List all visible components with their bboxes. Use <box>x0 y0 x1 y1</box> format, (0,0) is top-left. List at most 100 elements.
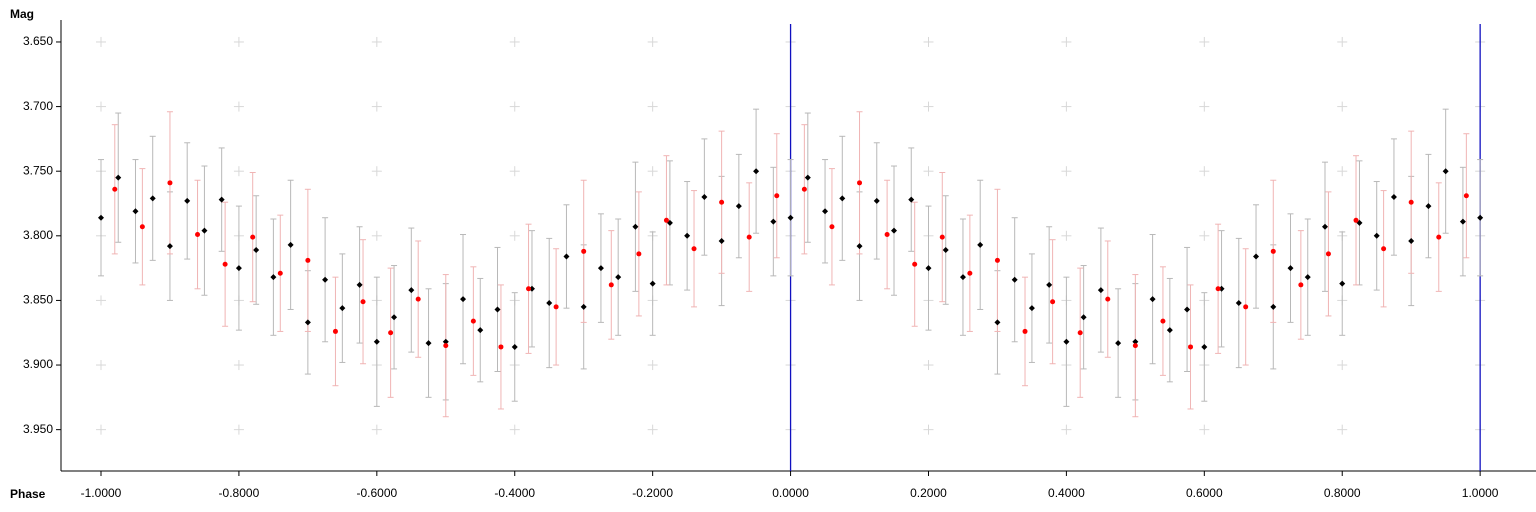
x-tick-label: 1.0000 <box>1462 486 1499 500</box>
point <box>195 232 201 238</box>
point <box>1321 223 1328 230</box>
point <box>115 174 122 181</box>
y-tick-label: 3.800 <box>23 228 53 242</box>
point <box>304 319 311 326</box>
point <box>663 217 669 223</box>
point <box>112 186 118 192</box>
point <box>166 243 173 250</box>
point <box>774 193 780 199</box>
point <box>1166 327 1173 334</box>
y-tick-label: 3.950 <box>23 422 53 436</box>
point <box>470 318 476 324</box>
point <box>1253 253 1260 260</box>
point <box>442 338 449 345</box>
point <box>1160 318 1166 324</box>
point <box>1463 193 1469 199</box>
point <box>1022 328 1028 334</box>
point <box>139 224 145 230</box>
point <box>1353 217 1359 223</box>
point <box>553 304 559 310</box>
point <box>1373 232 1380 239</box>
point <box>615 274 622 281</box>
point <box>477 327 484 334</box>
point <box>149 195 156 202</box>
point <box>580 303 587 310</box>
point <box>959 274 966 281</box>
point <box>287 241 294 248</box>
x-tick-label: -0.6000 <box>356 486 397 500</box>
point <box>718 237 725 244</box>
point <box>1408 237 1415 244</box>
point <box>1050 299 1056 305</box>
point <box>581 248 587 254</box>
point <box>636 251 642 257</box>
point <box>1201 343 1208 350</box>
point <box>526 286 532 292</box>
point <box>1243 304 1249 310</box>
point <box>977 241 984 248</box>
point <box>608 282 614 288</box>
point <box>942 247 949 254</box>
x-tick-label: -1.0000 <box>81 486 122 500</box>
point <box>494 306 501 313</box>
y-tick-label: 3.900 <box>23 357 53 371</box>
point <box>1080 314 1087 321</box>
point <box>391 314 398 321</box>
point <box>1028 305 1035 312</box>
point <box>184 197 191 204</box>
point <box>132 208 139 215</box>
point <box>250 234 256 240</box>
point <box>801 186 807 192</box>
point <box>1011 276 1018 283</box>
point <box>1442 168 1449 175</box>
point <box>167 180 173 186</box>
y-tick-label: 3.700 <box>23 99 53 113</box>
point <box>1097 287 1104 294</box>
point <box>1298 282 1304 288</box>
point <box>770 218 777 225</box>
point <box>511 343 518 350</box>
point <box>597 265 604 272</box>
point <box>1304 274 1311 281</box>
point <box>839 195 846 202</box>
point <box>967 270 973 276</box>
point <box>939 234 945 240</box>
point <box>235 265 242 272</box>
point <box>719 199 725 205</box>
point <box>498 344 504 350</box>
point <box>994 319 1001 326</box>
x-tick-label: -0.8000 <box>219 486 260 500</box>
point <box>253 247 260 254</box>
point <box>829 224 835 230</box>
point <box>425 340 432 347</box>
point <box>787 214 794 221</box>
point <box>1459 218 1466 225</box>
point <box>1215 286 1221 292</box>
point <box>925 265 932 272</box>
point <box>1390 194 1397 201</box>
point <box>1235 300 1242 307</box>
x-tick-label: 0.0000 <box>772 486 809 500</box>
point <box>360 299 366 305</box>
point <box>891 227 898 234</box>
y-tick-label: 3.750 <box>23 163 53 177</box>
point <box>994 257 1000 263</box>
point <box>546 300 553 307</box>
point <box>1188 344 1194 350</box>
point <box>873 197 880 204</box>
point <box>1270 303 1277 310</box>
point <box>408 287 415 294</box>
point <box>804 174 811 181</box>
x-axis-label: Phase <box>10 487 46 501</box>
point <box>415 296 421 302</box>
point <box>1477 214 1484 221</box>
point <box>746 234 752 240</box>
x-tick-label: 0.4000 <box>1048 486 1085 500</box>
point <box>1270 248 1276 254</box>
point <box>701 194 708 201</box>
point <box>649 280 656 287</box>
point <box>305 257 311 263</box>
point <box>563 253 570 260</box>
point <box>1115 340 1122 347</box>
point <box>1325 251 1331 257</box>
